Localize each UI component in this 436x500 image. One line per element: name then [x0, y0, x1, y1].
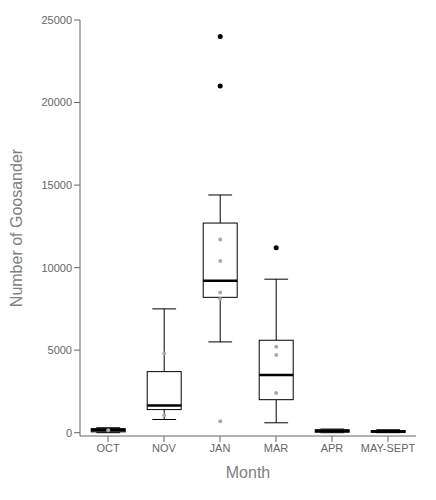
svg-text:20000: 20000 — [41, 96, 72, 108]
svg-text:25000: 25000 — [41, 14, 72, 26]
svg-text:10000: 10000 — [41, 262, 72, 274]
svg-text:Number of Goosander: Number of Goosander — [8, 148, 25, 307]
svg-text:5000: 5000 — [48, 344, 72, 356]
svg-text:MAY-SEPT: MAY-SEPT — [361, 442, 416, 454]
svg-text:JAN: JAN — [210, 442, 231, 454]
svg-text:NOV: NOV — [152, 442, 177, 454]
svg-text:MAR: MAR — [264, 442, 289, 454]
svg-text:15000: 15000 — [41, 179, 72, 191]
svg-text:APR: APR — [321, 442, 344, 454]
svg-text:0: 0 — [66, 427, 72, 439]
svg-text:OCT: OCT — [96, 442, 120, 454]
svg-text:Month: Month — [226, 464, 270, 481]
